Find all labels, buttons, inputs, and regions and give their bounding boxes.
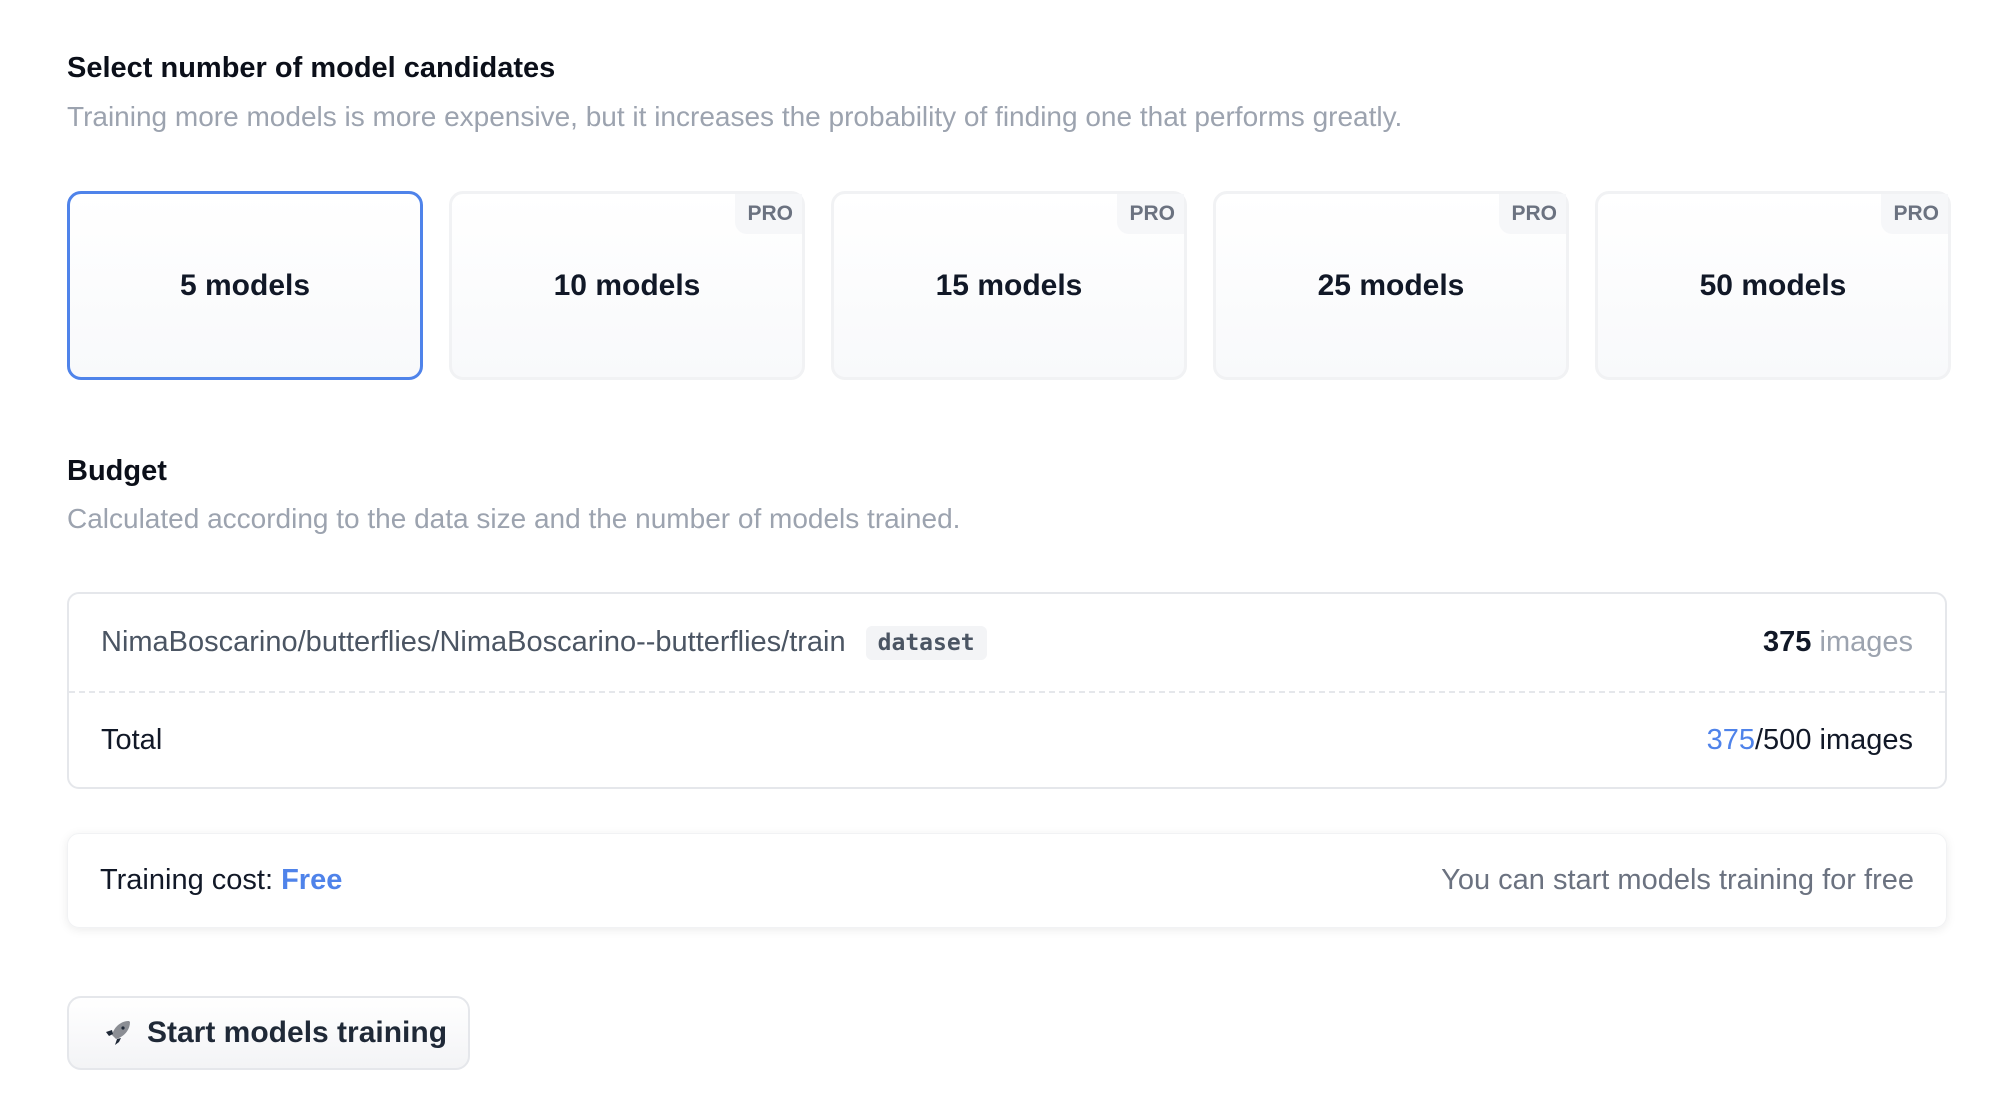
- budget-title: Budget: [67, 455, 167, 487]
- option-15-models[interactable]: PRO 15 models: [831, 191, 1187, 380]
- pro-badge: PRO: [1499, 194, 1566, 234]
- dataset-unit: images: [1819, 626, 1914, 658]
- dataset-path: NimaBoscarino/butterflies/NimaBoscarino-…: [101, 626, 846, 658]
- cost-note: You can start models training for free: [1441, 864, 1914, 896]
- start-training-button[interactable]: Start models training: [67, 996, 470, 1070]
- total-label: Total: [101, 724, 163, 756]
- rocket-icon: [106, 1021, 130, 1045]
- candidates-subtitle: Training more models is more expensive, …: [67, 101, 1403, 132]
- pro-badge: PRO: [1881, 194, 1948, 234]
- option-label: 50 models: [1699, 268, 1847, 302]
- candidates-title: Select number of model candidates: [67, 52, 556, 84]
- option-label: 25 models: [1317, 268, 1465, 302]
- option-label: 15 models: [935, 268, 1083, 302]
- dataset-tag: dataset: [865, 625, 987, 660]
- dataset-count: 375: [1763, 626, 1812, 658]
- option-50-models[interactable]: PRO 50 models: [1595, 191, 1951, 380]
- budget-subtitle: Calculated according to the data size an…: [67, 503, 961, 534]
- option-10-models[interactable]: PRO 10 models: [449, 191, 805, 380]
- model-count-options: 5 models PRO 10 models PRO 15 models PRO 25…: [67, 191, 1951, 380]
- option-label: 10 models: [553, 268, 701, 302]
- dataset-row: NimaBoscarino/butterflies/NimaBoscarino-…: [69, 594, 1945, 691]
- pro-badge: PRO: [735, 194, 802, 234]
- training-cost-box: Training cost: Free You can start models…: [67, 833, 1947, 928]
- option-5-models[interactable]: 5 models: [67, 191, 423, 380]
- total-used: 375: [1706, 724, 1755, 756]
- budget-table: NimaBoscarino/butterflies/NimaBoscarino-…: [67, 592, 1947, 789]
- total-limit: /500 images: [1755, 724, 1913, 756]
- cost-label: Training cost:: [100, 864, 282, 896]
- start-training-label: Start models training: [147, 1016, 448, 1049]
- cost-value: Free: [281, 864, 343, 896]
- option-label: 5 models: [179, 268, 311, 302]
- total-row: Total 375/500 images: [69, 691, 1945, 788]
- pro-badge: PRO: [1117, 194, 1184, 234]
- option-25-models[interactable]: PRO 25 models: [1213, 191, 1569, 380]
